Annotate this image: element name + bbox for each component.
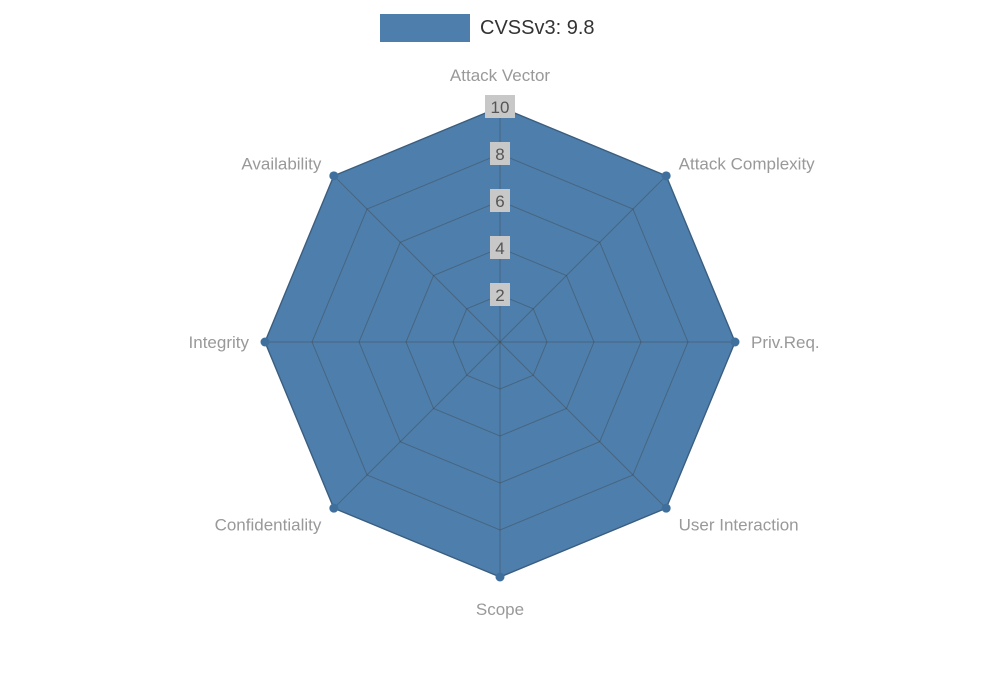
tick-label: 6	[495, 192, 504, 211]
grid-spoke	[499, 341, 667, 509]
grid-ring	[311, 153, 689, 531]
series-point[interactable]	[329, 503, 339, 513]
series-point[interactable]	[495, 572, 505, 582]
series-point[interactable]	[730, 337, 740, 347]
grid-spoke	[499, 175, 667, 343]
tick-label-bg	[490, 142, 510, 165]
axis-label-confidentiality: Confidentiality	[215, 516, 322, 535]
legend-swatch	[380, 14, 470, 42]
axis-label-integrity: Integrity	[189, 333, 250, 352]
axis-label-attack-vector: Attack Vector	[450, 66, 550, 85]
grid-ring	[452, 294, 548, 390]
tick-label: 2	[495, 286, 504, 305]
grid-ring	[405, 247, 595, 437]
axis-label-attack-complexity: Attack Complexity	[679, 154, 816, 173]
series-point[interactable]	[260, 337, 270, 347]
axis-label-availability: Availability	[241, 154, 322, 173]
axis-label-scope: Scope	[476, 600, 524, 619]
tick-label-bg	[490, 236, 510, 259]
series-point[interactable]	[329, 171, 339, 181]
axis-label-user-interaction: User Interaction	[679, 516, 799, 535]
tick-label: 10	[491, 98, 510, 117]
tick-label-bg	[485, 95, 515, 118]
tick-label: 4	[495, 239, 504, 258]
legend-label: CVSSv3: 9.8	[480, 17, 595, 39]
grid-spoke	[333, 175, 501, 343]
grid-spoke	[333, 341, 501, 509]
legend[interactable]: CVSSv3: 9.8	[380, 14, 595, 42]
grid-ring	[358, 200, 642, 484]
axis-label-priv-req-: Priv.Req.	[751, 333, 820, 352]
tick-label: 8	[495, 145, 504, 164]
series-point[interactable]	[661, 171, 671, 181]
tick-label-bg	[490, 283, 510, 306]
series-point[interactable]	[661, 503, 671, 513]
tick-label-bg	[490, 189, 510, 212]
